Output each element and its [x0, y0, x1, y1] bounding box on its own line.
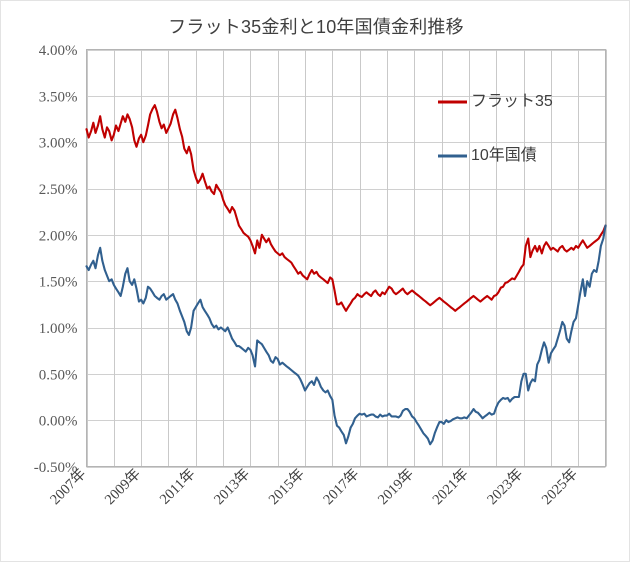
x-axis-tick-labels: 2007年 2009年 2011年 2013年 2015年 2017年 2019年 2021年…: [47, 465, 581, 508]
series-line-flat35: [85, 104, 607, 312]
x-axis-tick-label: 2011年: [156, 465, 198, 507]
horizontal-gridlines: [86, 50, 606, 468]
x-axis-tick-label: 2019年: [374, 465, 417, 508]
x-axis-tick-label: 2009年: [101, 465, 144, 508]
y-axis-tick-label: 0.00%: [39, 414, 78, 430]
x-axis-tick-label: 2015年: [265, 465, 308, 508]
y-axis-tick-label: 2.00%: [39, 228, 78, 244]
y-axis-tick-label: -0.50%: [34, 460, 78, 476]
data-series-group: [85, 104, 607, 446]
y-axis-tick-label: 1.50%: [39, 275, 78, 291]
x-axis-tick-label: 2017年: [320, 465, 363, 508]
plot-frame: [86, 49, 606, 467]
y-axis-tick-label: 1.00%: [39, 321, 78, 337]
x-axis-tick-label: 2013年: [210, 465, 253, 508]
y-axis-tick-label: 3.00%: [39, 136, 78, 152]
y-axis-tick-label: 3.50%: [39, 89, 78, 105]
y-axis-tick-label: 4.00%: [39, 43, 78, 59]
y-axis-tick-label: 0.50%: [39, 367, 78, 383]
x-axis-tick-label: 2021年: [429, 465, 472, 508]
x-axis-tick-label: 2023年: [484, 465, 527, 508]
y-axis-tick-label: 2.50%: [39, 182, 78, 198]
vertical-gridlines: [87, 49, 607, 467]
chart-title: フラット35金利と10年国債金利推移: [168, 17, 464, 37]
series-line-jgb10y: [85, 224, 607, 446]
legend-label-jgb10y: 10年国債: [471, 146, 537, 164]
x-axis-tick-label: 2025年: [538, 465, 581, 508]
legend-label-flat35: フラット35: [471, 93, 553, 110]
chart-legend: フラット35 10年国債: [438, 93, 553, 164]
y-axis-tick-labels: 4.00% 3.50% 3.00% 2.50% 2.00% 1.50% 1.00% 0.50%…: [34, 43, 78, 476]
